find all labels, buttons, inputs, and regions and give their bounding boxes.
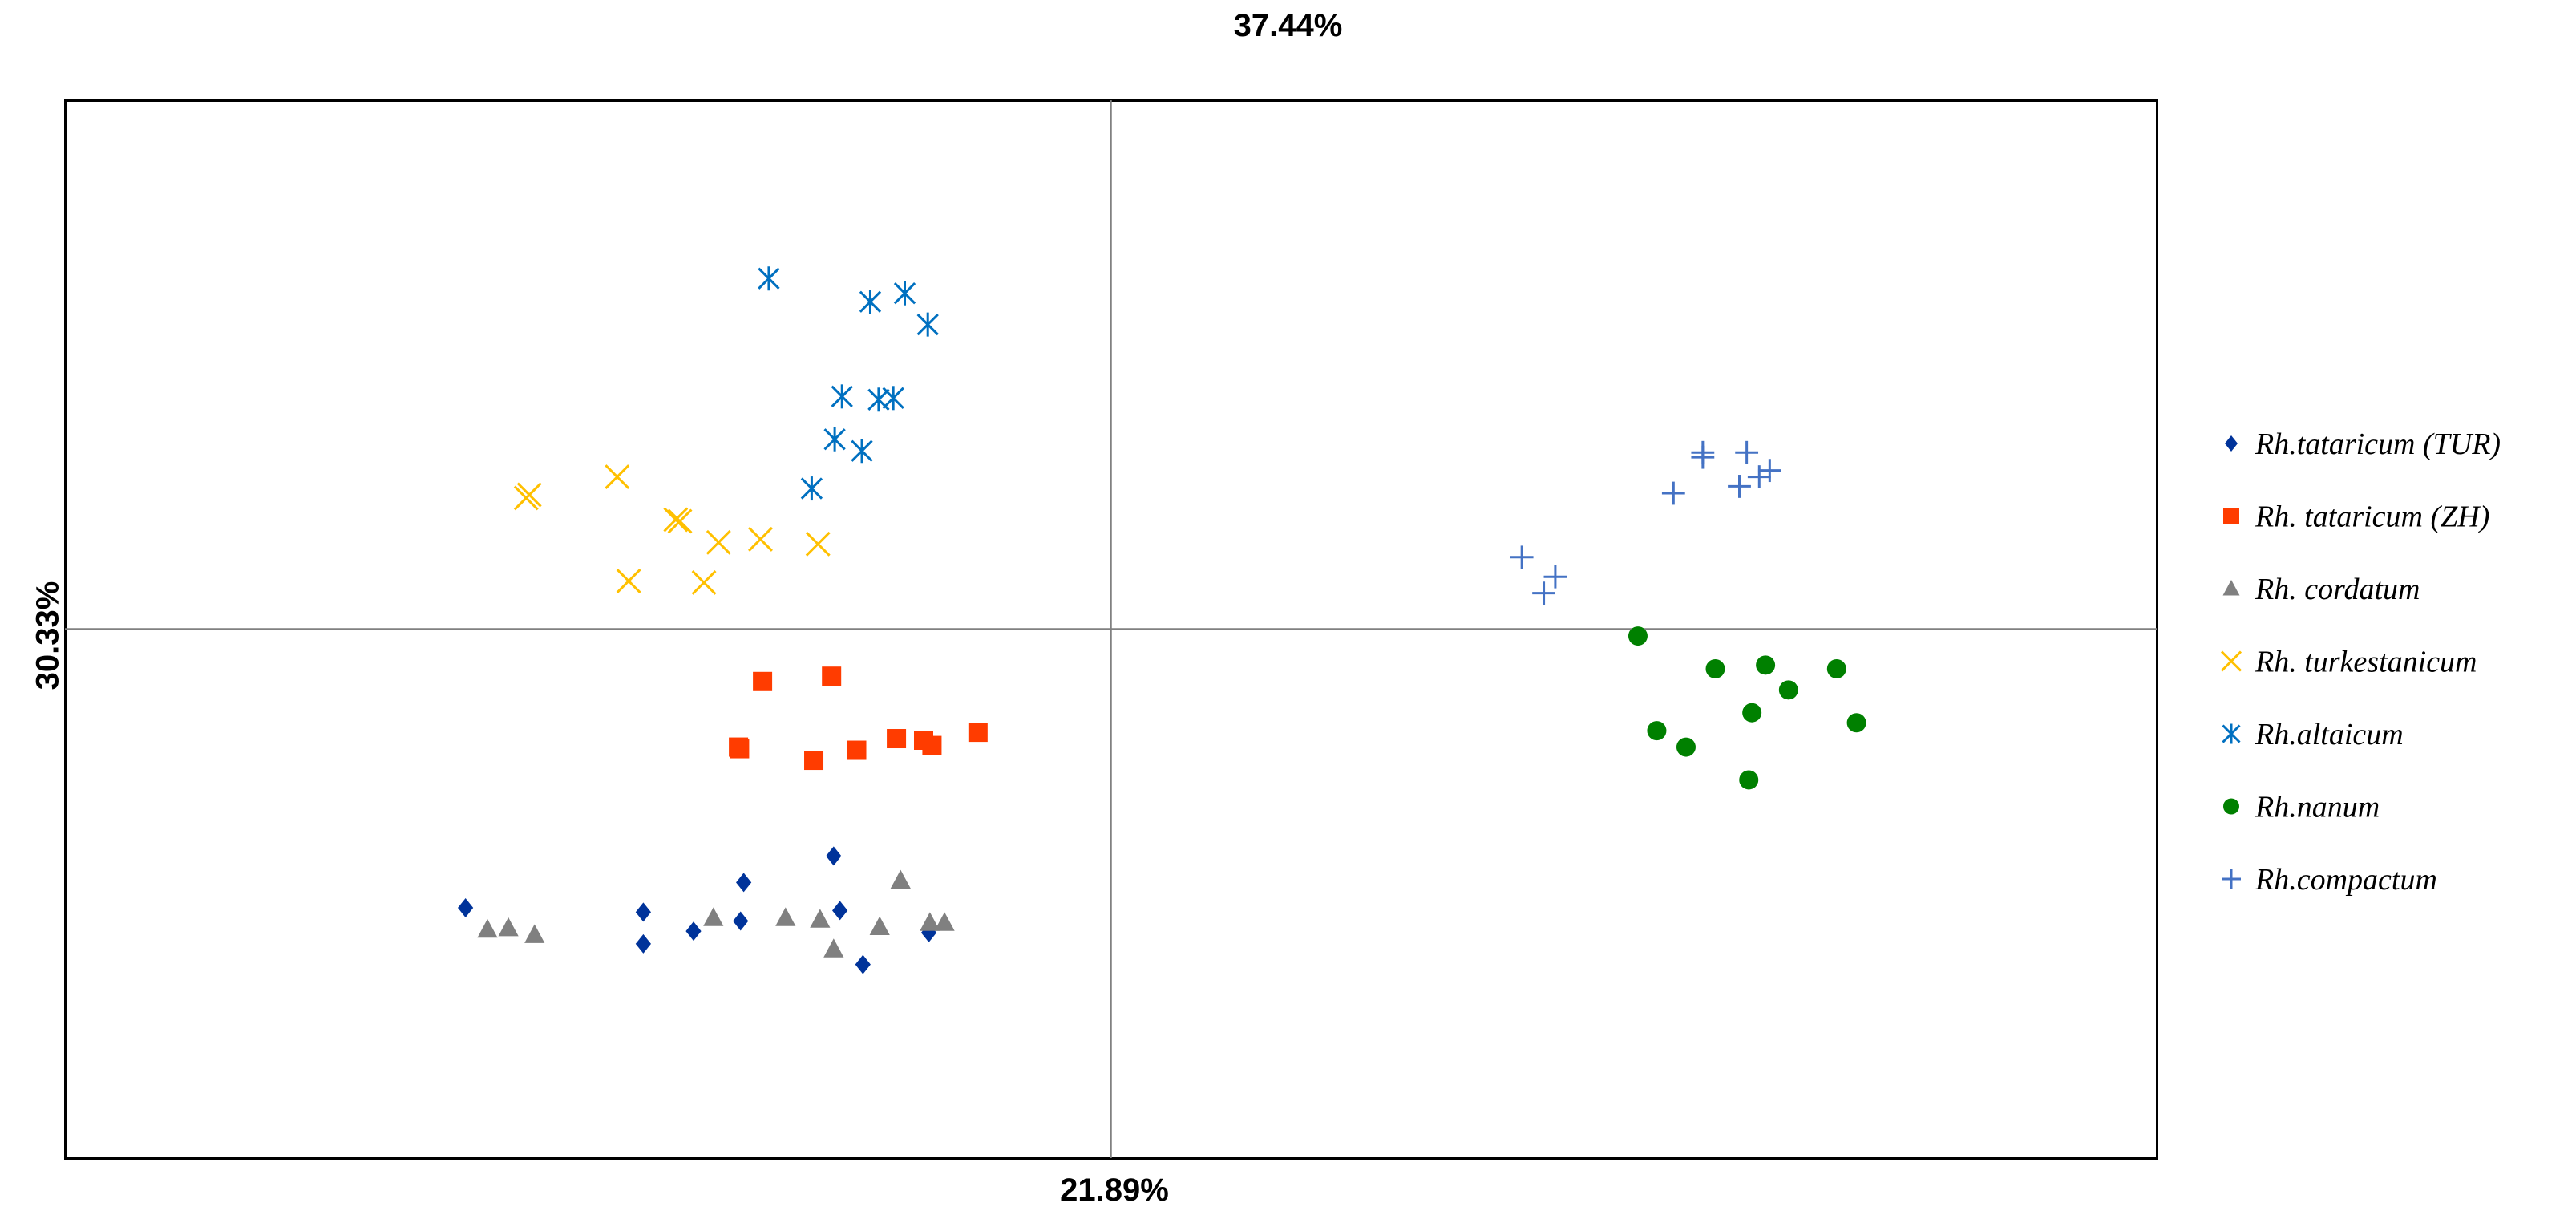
legend-marker bbox=[2222, 869, 2241, 889]
data-point bbox=[663, 507, 689, 533]
data-point bbox=[859, 290, 882, 314]
data-point bbox=[635, 902, 651, 922]
series-2 bbox=[477, 869, 955, 958]
series-4 bbox=[758, 266, 939, 501]
data-point bbox=[685, 921, 702, 942]
legend-item: Rh.nanum bbox=[2223, 791, 2380, 824]
series-1 bbox=[729, 666, 988, 771]
legend-item: Rh.tataricum (TUR) bbox=[2225, 427, 2501, 461]
points-layer bbox=[458, 266, 1866, 974]
data-point bbox=[1705, 658, 1725, 678]
data-point bbox=[616, 569, 641, 593]
legend-marker bbox=[2223, 508, 2239, 524]
data-point bbox=[968, 723, 988, 743]
series-5 bbox=[1628, 626, 1866, 790]
series-3 bbox=[513, 464, 831, 595]
data-point bbox=[855, 954, 871, 974]
data-point bbox=[730, 739, 750, 759]
data-point bbox=[1742, 703, 1762, 723]
data-point bbox=[691, 570, 717, 595]
data-point bbox=[805, 531, 831, 557]
data-point bbox=[458, 898, 474, 918]
data-point bbox=[1778, 680, 1798, 700]
data-point bbox=[831, 384, 853, 409]
data-point bbox=[1628, 626, 1648, 646]
data-point bbox=[1532, 581, 1555, 605]
data-point bbox=[706, 529, 731, 555]
legend-item: Rh. cordatum bbox=[2222, 573, 2420, 606]
data-point bbox=[1826, 658, 1846, 678]
data-point bbox=[667, 508, 693, 534]
data-point bbox=[890, 869, 911, 889]
data-point bbox=[882, 386, 904, 411]
legend-item: Rh.altaicum bbox=[2222, 718, 2404, 751]
legend-marker bbox=[2223, 798, 2239, 815]
data-point bbox=[498, 917, 519, 937]
data-point bbox=[758, 266, 780, 291]
data-point bbox=[1661, 481, 1685, 505]
legend-label: Rh.tataricum (TUR) bbox=[2255, 427, 2501, 461]
data-point bbox=[1735, 440, 1759, 464]
data-point bbox=[934, 912, 955, 931]
data-point bbox=[1543, 565, 1567, 589]
data-point bbox=[775, 907, 796, 926]
legend-marker bbox=[2222, 580, 2240, 596]
chart-title: 37.44% bbox=[1233, 8, 1343, 43]
data-point bbox=[516, 482, 542, 508]
legend-item: Rh. turkestanicum bbox=[2220, 646, 2477, 679]
data-point bbox=[851, 439, 873, 464]
data-point bbox=[1510, 545, 1534, 569]
data-point bbox=[1691, 445, 1715, 469]
legend-item: Rh. tataricum (ZH) bbox=[2223, 500, 2489, 534]
data-point bbox=[1676, 737, 1696, 757]
legend-marker bbox=[2222, 723, 2241, 744]
legend-label: Rh.compactum bbox=[2255, 863, 2437, 897]
data-point bbox=[1747, 465, 1771, 488]
data-point bbox=[524, 924, 545, 943]
legend-label: Rh. cordatum bbox=[2255, 573, 2420, 606]
legend-label: Rh. tataricum (ZH) bbox=[2255, 500, 2489, 534]
legend-label: Rh.altaicum bbox=[2255, 718, 2404, 751]
series-0 bbox=[458, 846, 937, 974]
data-point bbox=[823, 938, 844, 958]
legend-marker bbox=[2220, 650, 2242, 672]
data-point bbox=[1647, 721, 1667, 741]
series-6 bbox=[1510, 440, 1781, 605]
data-point bbox=[804, 751, 824, 771]
data-point bbox=[1756, 655, 1776, 675]
legend: Rh.tataricum (TUR) Rh. tataricum (ZH) Rh. … bbox=[2220, 427, 2501, 897]
data-point bbox=[920, 912, 940, 931]
data-point bbox=[847, 740, 867, 760]
data-point bbox=[869, 916, 890, 935]
data-point bbox=[823, 427, 846, 452]
data-point bbox=[810, 909, 831, 928]
data-point bbox=[832, 901, 848, 921]
legend-label: Rh.nanum bbox=[2255, 791, 2380, 824]
data-point bbox=[916, 312, 939, 337]
data-point bbox=[753, 671, 773, 691]
data-point bbox=[922, 735, 942, 755]
x-axis-label: 21.89% bbox=[1060, 1172, 1169, 1208]
data-point bbox=[733, 911, 749, 931]
legend-item: Rh.compactum bbox=[2222, 863, 2437, 897]
data-point bbox=[1846, 713, 1866, 733]
legend-label: Rh. turkestanicum bbox=[2255, 646, 2477, 679]
data-point bbox=[800, 476, 823, 501]
data-point bbox=[822, 666, 842, 686]
legend-marker bbox=[2225, 435, 2238, 452]
data-point bbox=[477, 918, 498, 938]
data-point bbox=[1739, 770, 1759, 790]
data-point bbox=[736, 873, 752, 893]
data-point bbox=[1728, 475, 1751, 498]
data-point bbox=[887, 729, 907, 749]
data-point bbox=[635, 933, 651, 954]
axes-layer bbox=[65, 100, 2157, 1158]
data-point bbox=[748, 526, 773, 552]
data-point bbox=[605, 464, 630, 490]
data-point bbox=[703, 907, 724, 926]
data-point bbox=[893, 281, 916, 306]
data-point bbox=[826, 846, 842, 866]
data-point bbox=[1757, 459, 1781, 483]
